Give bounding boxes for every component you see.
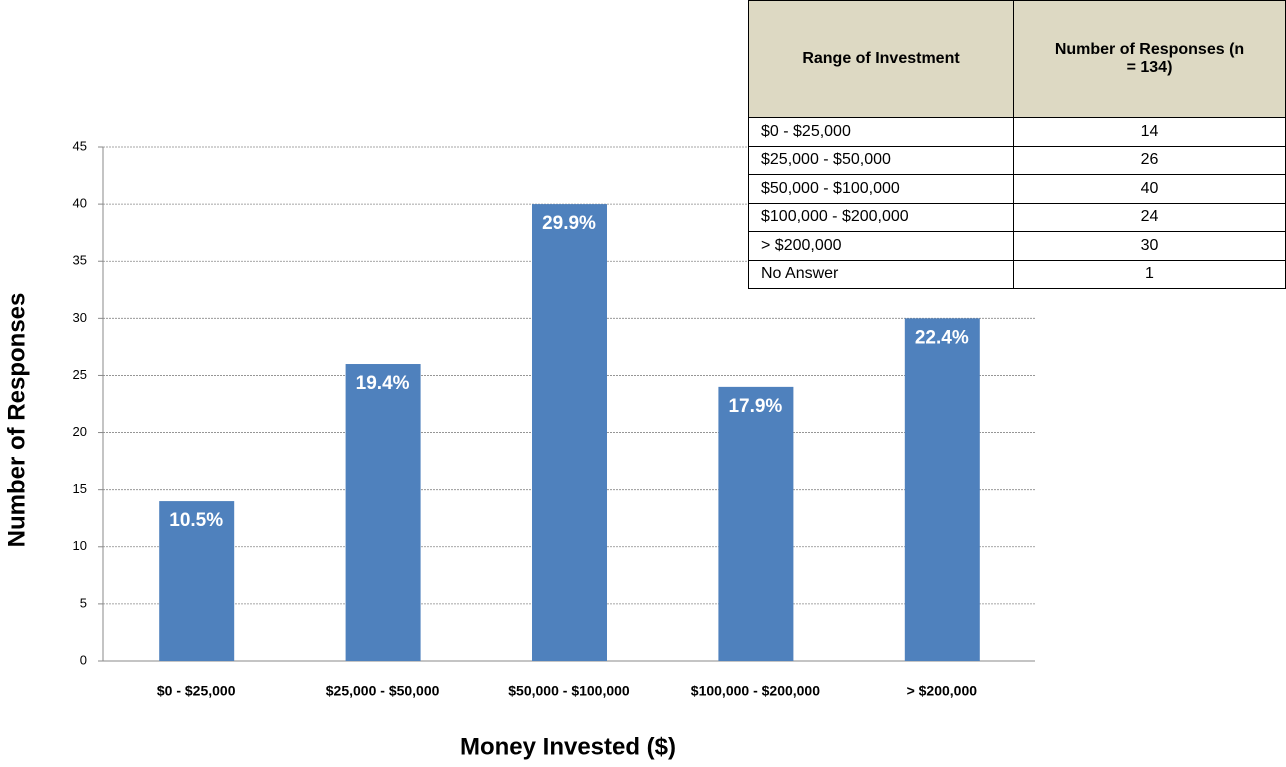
table-cell: No Answer [748, 259, 1014, 289]
y-tick-label: 20 [73, 424, 87, 439]
table-cell: > $200,000 [748, 231, 1014, 261]
x-tick-label: $0 - $25,000 [157, 683, 236, 699]
table-row: $25,000 - $50,000 26 [748, 145, 1286, 175]
y-tick-label: 30 [73, 310, 87, 325]
table-row: > $200,000 30 [748, 231, 1286, 261]
table-cell: 26 [1013, 145, 1286, 175]
y-tick-label: 15 [73, 481, 87, 496]
y-tick-label: 0 [80, 652, 87, 667]
table-cell: 24 [1013, 202, 1286, 232]
table-cell: $100,000 - $200,000 [748, 202, 1014, 232]
x-tick-label: $25,000 - $50,000 [326, 683, 440, 699]
y-tick-label: 5 [80, 595, 87, 610]
bar [718, 386, 794, 661]
table-row: $50,000 - $100,000 40 [748, 174, 1286, 204]
header-text: Range of Investment [802, 50, 960, 67]
data-label: 22.4% [915, 327, 969, 348]
data-label: 29.9% [542, 213, 596, 234]
data-table: Range of Investment Number of Responses … [748, 0, 1286, 289]
data-label: 10.5% [169, 510, 223, 531]
y-tick-label: 45 [73, 138, 87, 153]
table-row: No Answer 1 [748, 259, 1286, 289]
bar [345, 364, 421, 661]
table-cell: $25,000 - $50,000 [748, 145, 1014, 175]
y-tick-label: 25 [73, 367, 87, 382]
data-label: 17.9% [728, 396, 782, 417]
x-axis-title: Money Invested ($) [460, 733, 676, 760]
bar [532, 204, 607, 661]
table-cell: 1 [1013, 259, 1286, 289]
data-label: 19.4% [356, 373, 410, 394]
table-header: Range of Investment Number of Responses … [748, 0, 1286, 118]
table-cell: 40 [1013, 174, 1286, 204]
x-tick-label: $50,000 - $100,000 [508, 683, 630, 699]
table-cell: $0 - $25,000 [748, 117, 1014, 147]
y-tick-label: 40 [73, 196, 87, 211]
x-tick-label: > $200,000 [907, 683, 978, 699]
bar [159, 501, 235, 661]
x-tick-label: $100,000 - $200,000 [691, 683, 820, 699]
y-tick-label: 10 [73, 538, 87, 553]
table-row: $100,000 - $200,000 24 [748, 202, 1286, 232]
y-axis-title: Number of Responses [3, 293, 30, 548]
table-cell: $50,000 - $100,000 [748, 174, 1014, 204]
table-row: $0 - $25,000 14 [748, 117, 1286, 147]
header-text: Number of Responses (n = 134) [1054, 41, 1245, 76]
table-cell: 14 [1013, 117, 1286, 147]
y-tick-label: 35 [73, 253, 87, 268]
table-cell: 30 [1013, 231, 1286, 261]
header-cell: Number of Responses (n = 134) [1013, 0, 1286, 118]
header-cell: Range of Investment [748, 0, 1014, 118]
bar [904, 318, 980, 661]
